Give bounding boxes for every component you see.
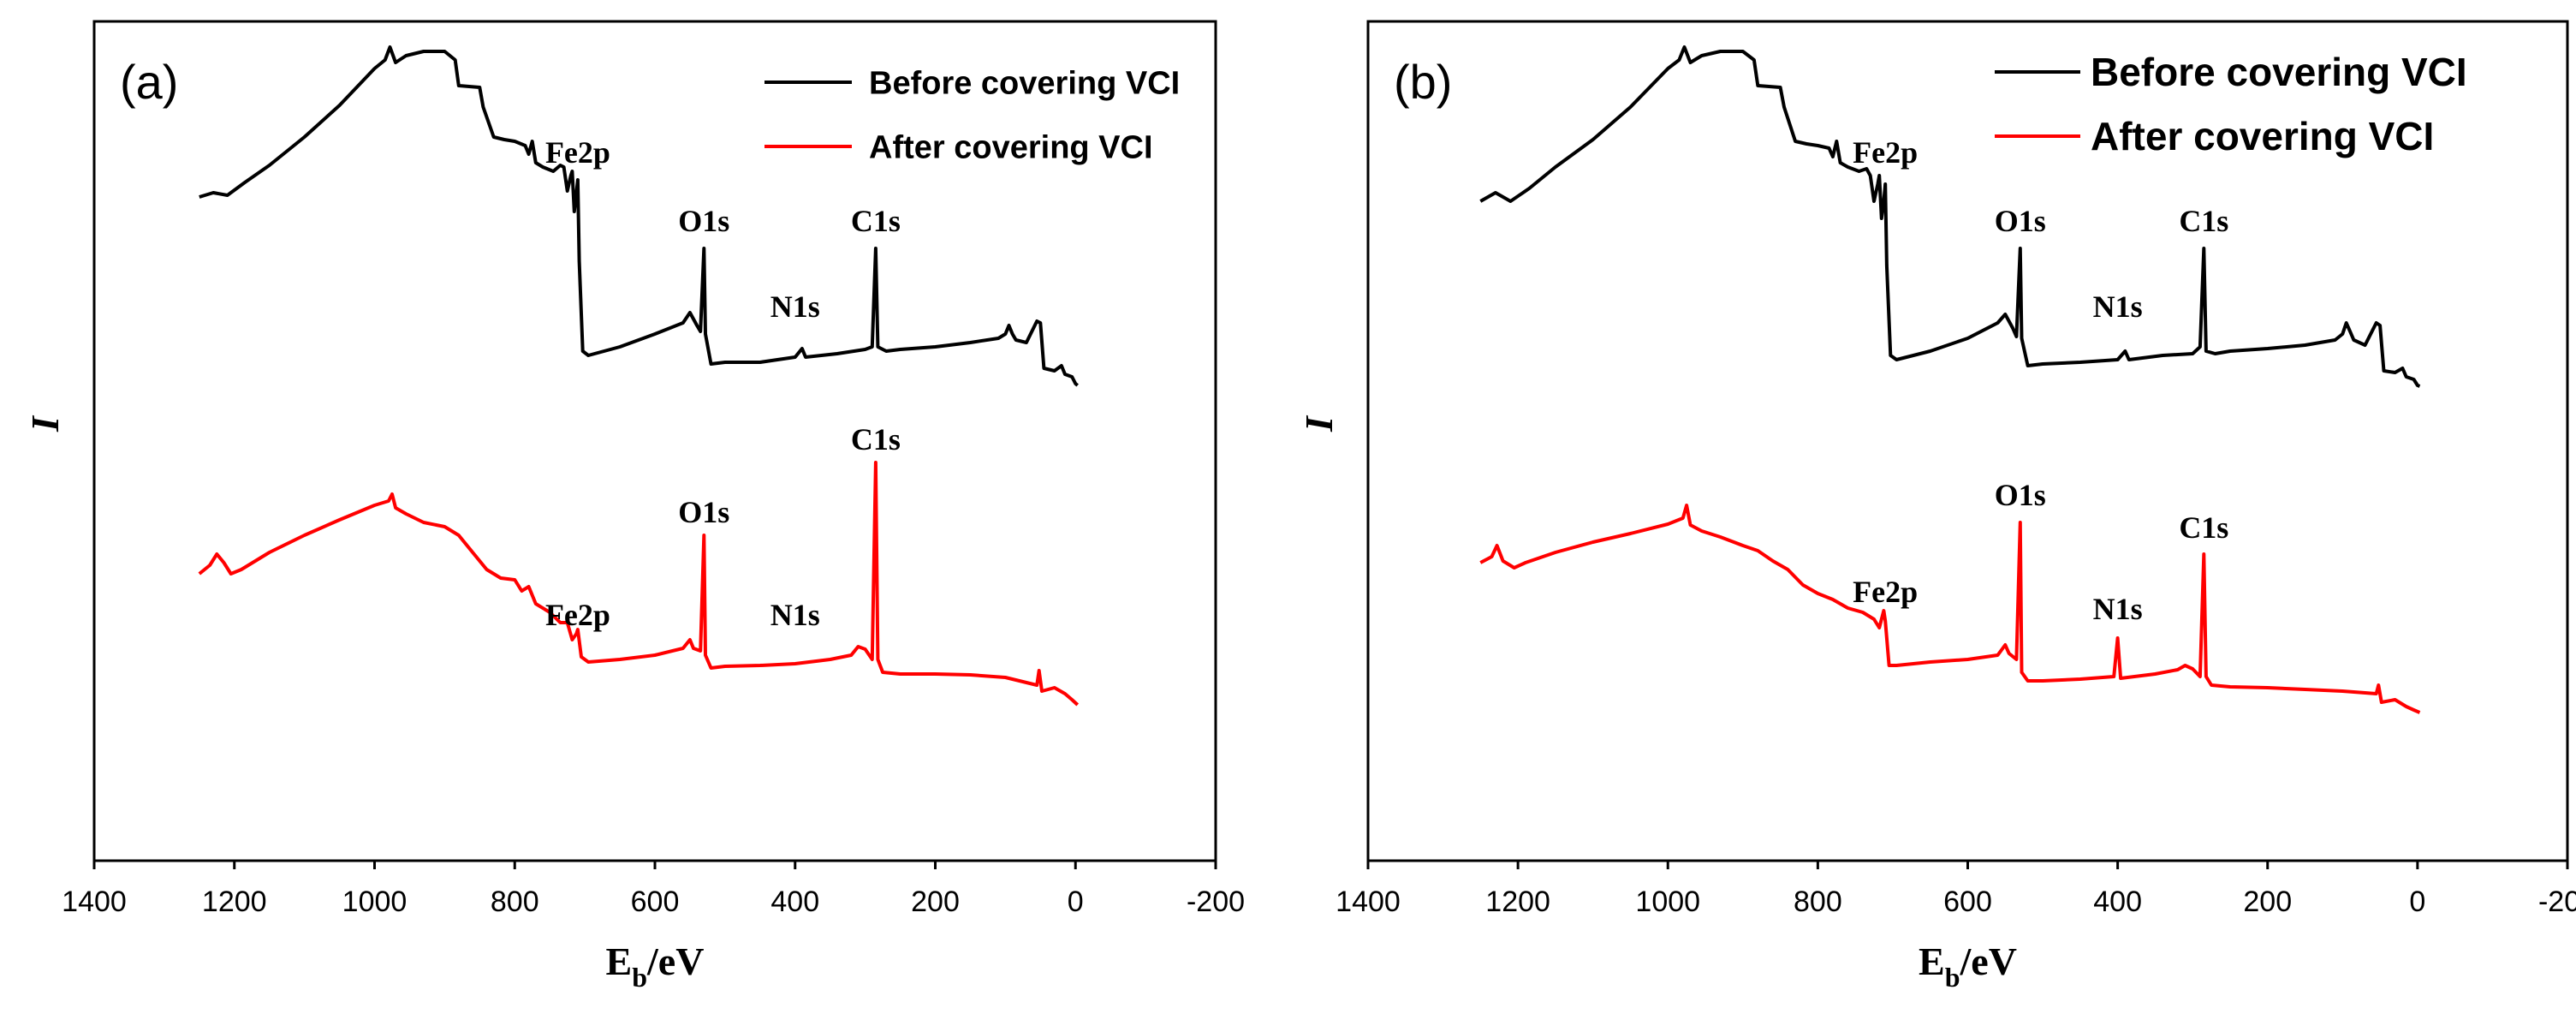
x-tick-label: 1200: [1485, 886, 1550, 918]
x-axis-title: Eb/eV: [606, 939, 705, 993]
x-tick-label: -200: [1187, 886, 1245, 918]
x-axis-title-sub: b: [632, 962, 647, 993]
x-tick-label: 1000: [342, 886, 408, 918]
x-axis-title-unit: /eV: [646, 939, 704, 983]
legend-label: Before covering VCI: [2091, 50, 2467, 94]
series-line-before: [199, 45, 1079, 387]
x-tick-label: 1400: [62, 886, 127, 918]
peak-label-c1s: C1s: [2179, 204, 2228, 238]
legend-label: After covering VCI: [2091, 114, 2434, 158]
legend: Before covering VCI After covering VCI: [764, 65, 1180, 165]
peak-label-c1s: C1s: [2179, 510, 2228, 545]
peak-label-fe2p: Fe2p: [1853, 575, 1918, 609]
x-tick-label: 0: [1068, 886, 1084, 918]
x-tick-label: 800: [491, 886, 539, 918]
peak-label-o1s: O1s: [678, 204, 729, 238]
panel-label: (a): [120, 55, 178, 109]
peak-label-fe2p: Fe2p: [545, 135, 610, 170]
peak-label-c1s: C1s: [851, 422, 901, 456]
x-tick-label: -200: [2538, 886, 2576, 918]
x-tick-label: 1200: [202, 886, 267, 918]
x-tick-label: 600: [1943, 886, 1992, 918]
peak-label-n1s: N1s: [770, 598, 820, 632]
peak-label-n1s: N1s: [2093, 289, 2143, 324]
x-axis-title-unit: /eV: [1960, 939, 2017, 983]
legend-label: Before covering VCI: [869, 65, 1180, 101]
peak-label-fe2p: Fe2p: [545, 598, 610, 632]
x-tick-label: 1000: [1635, 886, 1700, 918]
panel-label: (b): [1394, 55, 1452, 109]
peak-label-o1s: O1s: [678, 495, 729, 529]
y-axis-title: I: [23, 415, 67, 432]
peak-label-c1s: C1s: [851, 204, 901, 238]
peak-label-fe2p: Fe2p: [1853, 135, 1918, 170]
x-tick-label: 400: [2093, 886, 2142, 918]
series-line-after: [198, 461, 1080, 707]
x-axis-title-main: E: [606, 939, 633, 983]
x-tick-label: 200: [911, 886, 960, 918]
x-tick-label: 1400: [1336, 886, 1401, 918]
legend: Before covering VCI After covering VCI: [1995, 50, 2467, 158]
series-line-before: [1479, 45, 2421, 388]
x-tick-label: 200: [2243, 886, 2292, 918]
peak-label-o1s: O1s: [1995, 204, 2046, 238]
series-line-after: [1479, 504, 2421, 714]
chart-panel-b: 1400 1200 1000 800 600 400 200 0 -200 Eb/eV I (b) Fe…: [1297, 20, 2576, 993]
x-tick-label: 600: [631, 886, 680, 918]
chart-panel-a: 1400 1200 1000 800 600 400 200 0 -200 Eb/eV I (a) Fe…: [23, 20, 1245, 993]
x-axis-title-sub: b: [1945, 962, 1960, 993]
x-tick-label: 0: [2409, 886, 2425, 918]
peak-label-n1s: N1s: [2093, 592, 2143, 626]
x-tick-label: 800: [1794, 886, 1842, 918]
y-axis-title: I: [1297, 415, 1341, 432]
x-axis-title: Eb/eV: [1919, 939, 2017, 993]
x-tick-label: 400: [770, 886, 819, 918]
x-axis-title-main: E: [1919, 939, 1945, 983]
peak-label-o1s: O1s: [1995, 478, 2046, 512]
peak-label-n1s: N1s: [770, 289, 820, 324]
legend-label: After covering VCI: [869, 129, 1153, 165]
